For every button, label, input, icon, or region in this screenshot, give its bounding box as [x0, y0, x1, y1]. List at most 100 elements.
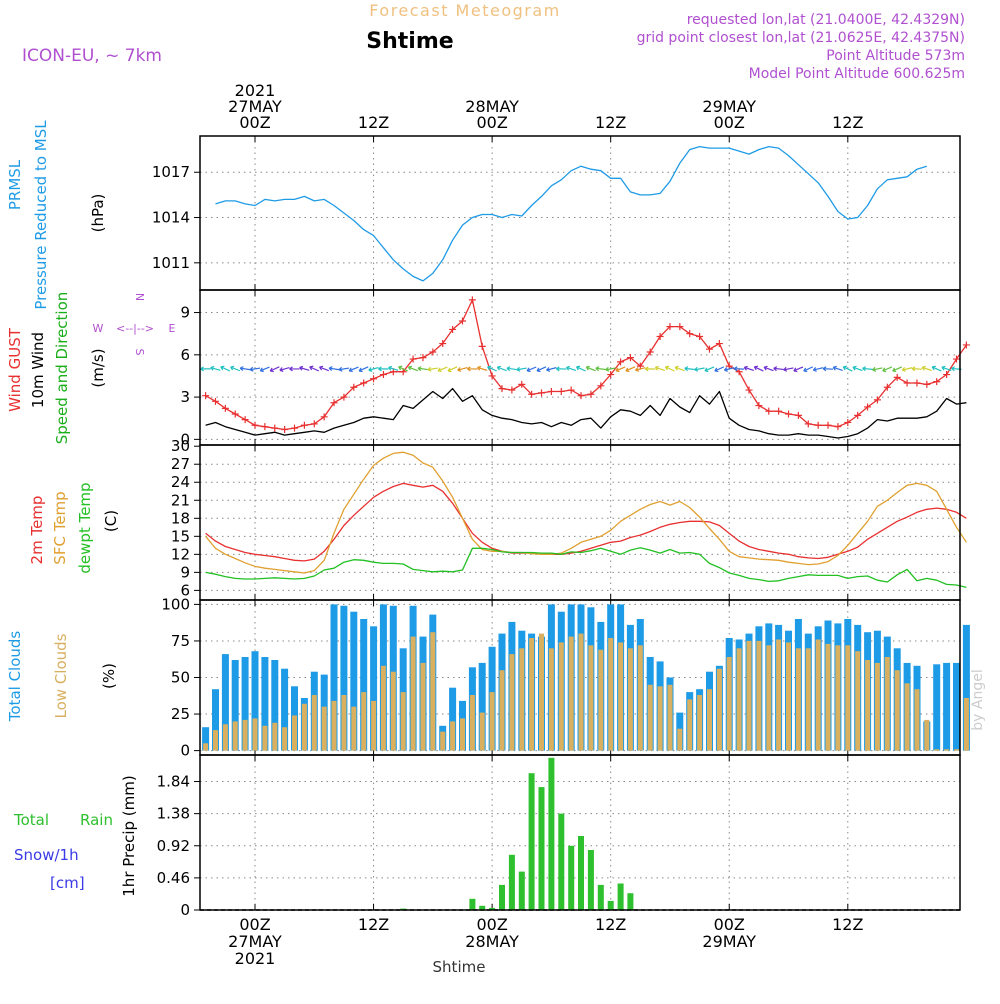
low-cloud-bar	[272, 722, 278, 751]
gust-marker	[508, 386, 516, 394]
low-cloud-bar	[884, 657, 890, 751]
wind-direction-arrow	[803, 366, 814, 373]
gust-marker	[794, 411, 802, 419]
wind-direction-arrow	[506, 366, 517, 372]
wind-direction-arrow	[526, 366, 537, 373]
low-cloud-bar	[213, 730, 218, 751]
wind-direction-arrow	[694, 366, 705, 372]
wind-direction-arrow	[585, 365, 596, 372]
top-time-label: 00Z	[239, 113, 270, 132]
gust-marker	[528, 390, 536, 398]
gust-marker	[577, 392, 585, 400]
wind-direction-arrow	[437, 366, 448, 373]
wind-direction-arrow	[467, 366, 478, 372]
y-tick-label: 9	[180, 563, 190, 581]
top-time-label: 12Z	[358, 113, 389, 132]
y-tick-label: 6	[180, 581, 190, 599]
y-tick-label: 6	[180, 346, 190, 364]
gust-marker	[419, 354, 427, 362]
low-cloud-bar	[558, 642, 564, 751]
low-cloud-bar	[865, 660, 871, 751]
wind-direction-arrow	[644, 366, 656, 372]
low-cloud-bar	[825, 643, 831, 751]
gust-marker	[913, 379, 921, 387]
total-cloud-bar	[943, 662, 951, 751]
low-cloud-bar	[410, 636, 416, 751]
wind-direction-arrow	[309, 365, 320, 372]
y-tick-label: 1.84	[157, 773, 190, 791]
gust-marker	[765, 407, 773, 415]
gust-marker	[291, 424, 299, 432]
total-cloud-bar	[370, 626, 378, 751]
low-cloud-bar	[815, 639, 821, 751]
low-cloud-bar	[489, 692, 495, 751]
wind-direction-arrow	[615, 366, 626, 373]
gust-marker	[745, 386, 753, 394]
watermark: by Angel	[970, 669, 986, 730]
wind-direction-arrow	[279, 366, 290, 372]
low-cloud-bar	[351, 706, 357, 751]
wind-direction-arrow	[595, 366, 606, 372]
gust-marker	[666, 323, 674, 331]
precip-rain-label: Rain	[80, 811, 113, 829]
gust-marker	[943, 371, 951, 379]
total-cloud-bar	[261, 657, 269, 751]
temp-unit: (C)	[102, 510, 120, 532]
compass-w: W	[93, 322, 104, 335]
gust-marker	[468, 296, 476, 304]
wind-direction-arrow	[704, 366, 715, 373]
wind-direction-arrow	[289, 366, 300, 372]
precip-bar	[568, 845, 575, 910]
low-cloud-bar	[371, 700, 377, 751]
compass-ew: <--|-->	[116, 322, 154, 335]
low-cloud-bar	[499, 670, 505, 751]
low-cloud-bar	[588, 645, 594, 751]
low-cloud-bar	[469, 695, 475, 751]
wind-direction-arrow	[674, 365, 685, 372]
dewpt-label: dewpt Temp	[76, 482, 94, 573]
low-cloud-bar	[657, 686, 663, 751]
gust-marker	[617, 358, 625, 366]
gust-marker	[785, 410, 793, 418]
low-cloud-bar	[242, 719, 248, 751]
gust-marker	[962, 341, 970, 349]
wind-direction-arrow	[625, 366, 636, 373]
temp-dewpt-line	[205, 547, 967, 589]
y-tick-label: 21	[171, 491, 190, 509]
y-tick-label: 75	[171, 632, 190, 650]
low-cloud-bar	[282, 727, 288, 751]
gust-marker	[221, 404, 229, 412]
wind-direction-arrow	[852, 365, 863, 372]
gust-marker	[834, 423, 842, 431]
low-cloud-bar	[746, 640, 752, 751]
low-cloud-bar	[855, 651, 861, 751]
low-cloud-bar	[647, 684, 653, 751]
pressure-label: PRMSL	[6, 159, 24, 210]
gust-marker	[271, 424, 279, 432]
model-altitude: Model Point Altitude 600.625m	[749, 66, 965, 82]
wind-direction-arrow	[546, 367, 557, 372]
low-cloud-bar	[341, 695, 347, 751]
bottom-time-label: 00Z	[476, 915, 507, 934]
wind-direction-arrow	[210, 365, 221, 371]
precip-unit: 1hr Precip (mm)	[120, 775, 138, 896]
gust-marker	[281, 426, 289, 433]
low-cloud-bar	[578, 633, 584, 751]
gust-marker	[547, 387, 555, 395]
total-cloud-bar	[933, 664, 941, 751]
snow-label: Snow/1h	[14, 846, 79, 864]
low-cloud-bar	[786, 642, 791, 751]
gust-marker	[804, 420, 812, 428]
low-cloud-bar	[598, 649, 604, 751]
wind-direction-arrow	[812, 367, 824, 372]
wind-direction-arrow	[536, 366, 547, 373]
wind-direction-arrow	[417, 366, 428, 372]
low-cloud-bar	[529, 638, 535, 751]
precip-bar	[627, 893, 634, 910]
low-cloud-bar	[519, 648, 525, 751]
gust-marker	[350, 383, 358, 391]
wind-gust-line	[205, 299, 967, 431]
gust-marker	[656, 333, 664, 340]
wind-direction-arrow	[684, 366, 695, 372]
